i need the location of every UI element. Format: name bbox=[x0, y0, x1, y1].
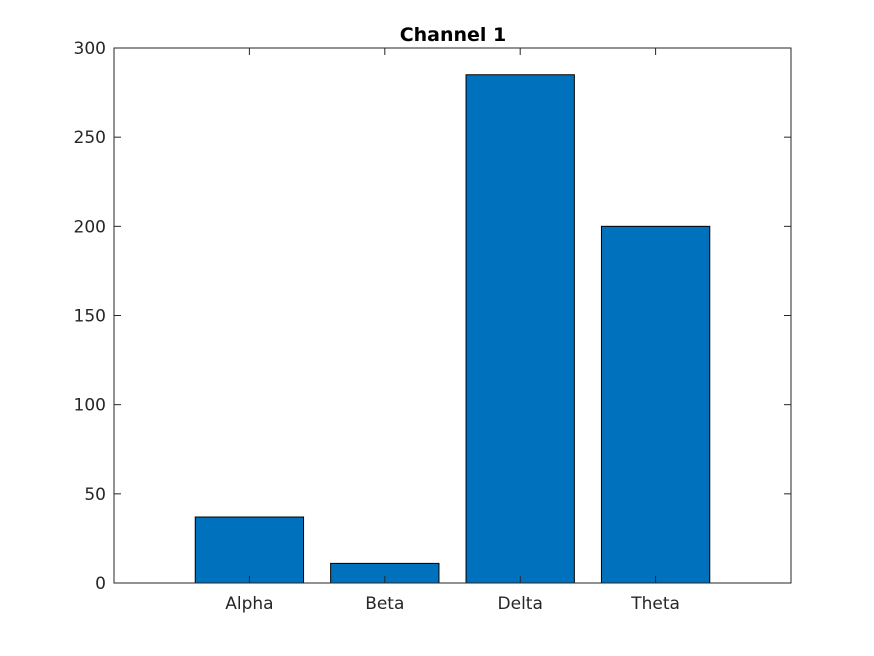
x-tick-label: Beta bbox=[365, 594, 404, 614]
y-tick-label: 100 bbox=[74, 396, 106, 416]
y-axis: 0 50 100 150 200 250 300 bbox=[74, 39, 791, 594]
bar-theta bbox=[600, 225, 711, 584]
x-tick-label: Theta bbox=[630, 594, 680, 614]
x-axis: Alpha Beta Delta Theta bbox=[225, 48, 680, 614]
bar-alpha bbox=[194, 516, 305, 584]
y-tick-label: 300 bbox=[74, 39, 106, 59]
y-tick-label: 200 bbox=[74, 217, 106, 237]
chart-title: Channel 1 bbox=[400, 24, 507, 46]
y-tick-label: 50 bbox=[84, 485, 106, 505]
y-tick-label: 0 bbox=[95, 574, 106, 594]
bars-group bbox=[194, 74, 711, 584]
bar-delta bbox=[465, 74, 575, 584]
x-tick-label: Delta bbox=[498, 594, 543, 614]
x-tick-label: Alpha bbox=[225, 594, 273, 614]
y-tick-label: 150 bbox=[74, 307, 106, 327]
y-tick-label: 250 bbox=[74, 128, 106, 148]
